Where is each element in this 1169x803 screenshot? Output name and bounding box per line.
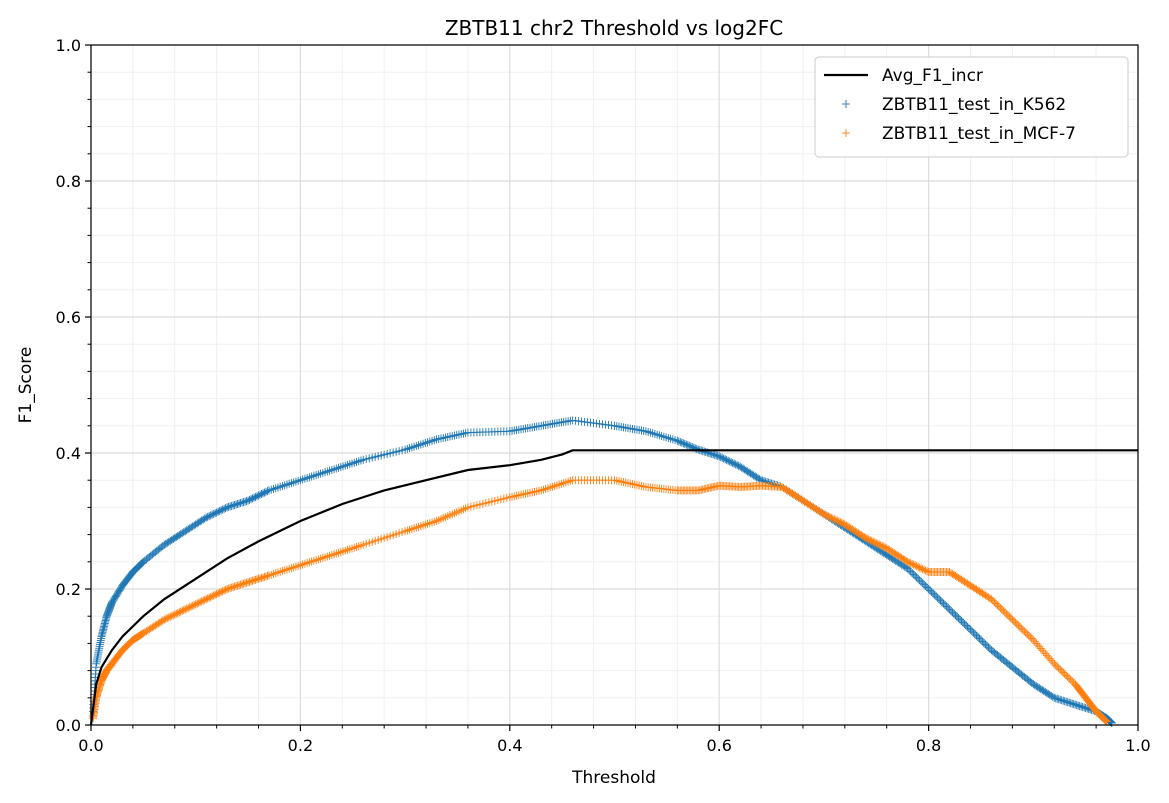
legend: Avg_F1_incr ZBTB11_test_in_K562 ZBTB11_tes… bbox=[814, 56, 1129, 158]
x-tick-label: 1.0 bbox=[1125, 736, 1150, 755]
legend-swatch-marker bbox=[842, 129, 850, 137]
x-tick-label: 0.8 bbox=[916, 736, 941, 755]
data-point bbox=[263, 487, 272, 496]
y-tick-label: 0.0 bbox=[56, 716, 81, 735]
series-layer bbox=[89, 416, 1138, 727]
x-tick-label: 0.6 bbox=[706, 736, 731, 755]
series-line-Avg_F1_incr bbox=[89, 449, 1138, 726]
series-ZBTB11_test_in_K562 bbox=[89, 416, 1116, 727]
legend-box bbox=[814, 56, 1129, 158]
data-point bbox=[1107, 718, 1116, 727]
data-point bbox=[1101, 716, 1110, 725]
x-tick-label: 0.4 bbox=[497, 736, 522, 755]
y-tick-label: 0.8 bbox=[56, 172, 81, 191]
axes-frame bbox=[90, 44, 1139, 726]
legend-label: ZBTB11_test_in_K562 bbox=[882, 95, 1066, 115]
y-tick-label: 1.0 bbox=[56, 36, 81, 55]
series-ZBTB11_test_in_MCF-7 bbox=[89, 476, 1111, 726]
data-point bbox=[1102, 717, 1111, 726]
chart-title: ZBTB11 chr2 Threshold vs log2FC bbox=[445, 16, 783, 40]
y-axis-label: F1_Score bbox=[16, 347, 36, 424]
x-tick-label: 0.0 bbox=[78, 736, 103, 755]
y-tick-label: 0.2 bbox=[56, 580, 81, 599]
data-point bbox=[1101, 716, 1110, 725]
x-axis-label: Threshold bbox=[571, 768, 656, 788]
legend-swatch-marker bbox=[842, 100, 850, 108]
legend-label: ZBTB11_test_in_MCF-7 bbox=[882, 124, 1076, 144]
y-tick-label: 0.4 bbox=[56, 444, 81, 463]
legend-label: Avg_F1_incr bbox=[882, 66, 983, 86]
x-tick-label: 0.2 bbox=[288, 736, 313, 755]
y-tick-label: 0.6 bbox=[56, 308, 81, 327]
data-point bbox=[263, 571, 272, 580]
